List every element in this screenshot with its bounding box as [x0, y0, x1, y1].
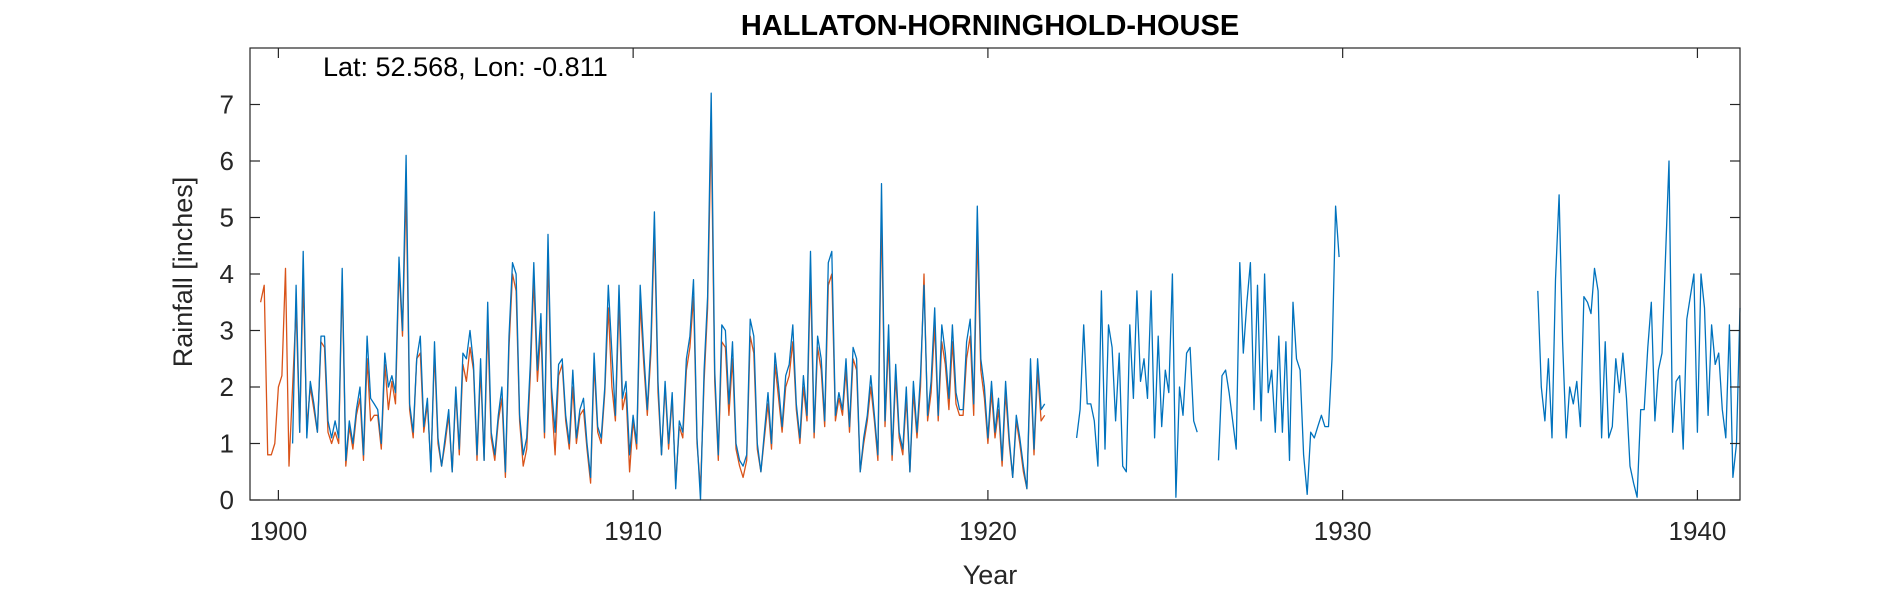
y-tick-label: 6: [220, 146, 234, 176]
y-tick-label: 4: [220, 259, 234, 289]
x-tick-label: 1910: [604, 516, 662, 546]
y-tick-label: 1: [220, 429, 234, 459]
series-0-line-segment-0: [291, 92, 1046, 501]
y-tick-label: 3: [220, 316, 234, 346]
y-tick-label: 2: [220, 372, 234, 402]
series-1-line-segment-0: [259, 126, 1046, 490]
series-0-line-segment-2: [1217, 205, 1340, 496]
x-tick-label: 1920: [959, 516, 1017, 546]
y-tick-label: 5: [220, 203, 234, 233]
series-0-line-segment-3: [1537, 160, 1741, 498]
x-tick-label: 1940: [1669, 516, 1727, 546]
y-axis-label: Rainfall [inches]: [168, 177, 198, 368]
axes: 1900 1910 1920 1930 1940 0 1 2 3 4 5 6 7: [220, 47, 1741, 546]
plot-series: [259, 92, 1741, 501]
series-0-line-segment-1: [1075, 273, 1198, 498]
y-tick-label: 0: [220, 485, 234, 515]
location-annotation: Lat: 52.568, Lon: -0.811: [323, 52, 608, 82]
x-axis-label: Year: [963, 560, 1018, 590]
x-tick-label: 1900: [249, 516, 307, 546]
chart-title: HALLATON-HORNINGHOLD-HOUSE: [741, 10, 1239, 42]
y-tick-label: 7: [220, 90, 234, 120]
x-tick-label: 1930: [1314, 516, 1372, 546]
